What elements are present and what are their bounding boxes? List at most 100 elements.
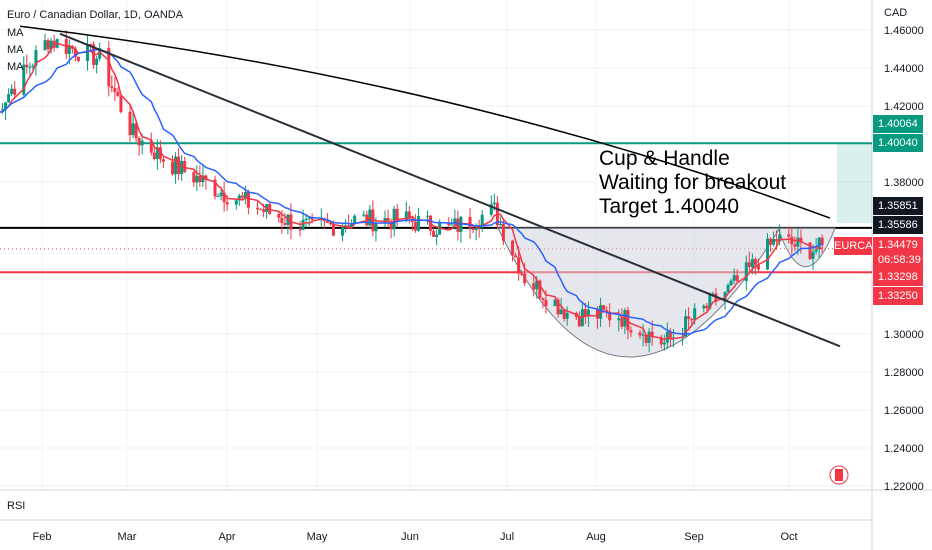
candle-body (73, 48, 77, 57)
price-axis-tick: 1.22000 (884, 481, 924, 493)
support-price-label: 1.33298 (873, 268, 923, 286)
candle-body (447, 222, 451, 225)
candle-body (161, 159, 165, 162)
descending-trendline (59, 32, 841, 348)
ma-fast-line (0, 42, 823, 341)
time-axis-tick: Apr (218, 531, 235, 543)
resistance-price-label-2: 1.35586 (873, 216, 923, 234)
candle-body (638, 332, 642, 336)
candle-body (22, 64, 26, 95)
candle-body (541, 297, 545, 300)
candle-body (647, 331, 651, 343)
candle-body (562, 309, 566, 319)
candle-body (793, 244, 797, 247)
candle-body (298, 229, 302, 231)
countdown-timer: 06:58:39 (878, 254, 921, 266)
candle-body (1, 109, 5, 111)
candle-body (149, 140, 153, 153)
candle-body (328, 222, 332, 225)
candle-body (52, 40, 56, 48)
candle-body (620, 318, 624, 327)
candle-body (4, 102, 8, 110)
ma-indicator-2[interactable]: MA (7, 44, 24, 56)
candle-body (577, 316, 581, 327)
candle-body (31, 65, 35, 67)
candle-body (596, 309, 600, 319)
candle-body (690, 319, 694, 321)
current-price-value: 1.34479 (878, 239, 918, 251)
candle-body (684, 316, 688, 337)
candle-body (708, 294, 712, 309)
candle-body (195, 175, 199, 183)
candle-body (110, 86, 114, 88)
candle-body (225, 202, 229, 205)
ma-indicator-1[interactable]: MA (7, 27, 24, 39)
candle-body (744, 262, 748, 282)
candle-body (750, 259, 754, 268)
candle-body (344, 225, 348, 227)
candle-body (283, 223, 287, 225)
price-axis-tick: 1.24000 (884, 443, 924, 455)
candle-body (277, 213, 281, 218)
candle-body (775, 238, 779, 242)
candle-body (650, 331, 654, 338)
candle-body (46, 40, 50, 50)
candle-body (98, 48, 102, 59)
price-axis-tick: 1.38000 (884, 177, 924, 189)
candle-body (49, 40, 53, 50)
candle-body (256, 207, 260, 210)
candle-body (237, 195, 241, 201)
price-axis-tick: 1.26000 (884, 405, 924, 417)
candle-body (404, 211, 408, 221)
candle-body (137, 138, 141, 146)
candle-body (538, 280, 542, 298)
candle-body (34, 49, 38, 66)
candle-body (201, 175, 205, 183)
ma-indicator-3[interactable]: MA (7, 61, 24, 73)
candle-body (341, 226, 345, 236)
candle-body (152, 152, 156, 160)
candle-body (556, 299, 560, 315)
rsi-label[interactable]: RSI (7, 500, 26, 512)
candle-body (353, 215, 357, 224)
candle-body (808, 242, 812, 259)
candle-body (517, 257, 521, 274)
annotation-line-3: Target 1.40040 (599, 195, 740, 218)
candle-body (365, 214, 369, 226)
candle-body (565, 312, 569, 319)
candle-body (246, 191, 250, 208)
candle-body (432, 230, 436, 237)
candle-body (602, 305, 606, 311)
candle-body (662, 342, 666, 345)
candle-body (25, 64, 29, 68)
candle-body (28, 66, 32, 68)
candle-body (131, 123, 135, 136)
time-axis-tick: Mar (118, 531, 137, 543)
candle-body (693, 308, 697, 321)
candle-body (134, 123, 138, 139)
time-axis-tick: Feb (33, 531, 52, 543)
candle-body (7, 93, 11, 103)
ma-mid-line (0, 48, 823, 335)
candle-body (617, 318, 621, 321)
chart-title: Euro / Canadian Dollar, 1D, OANDA (7, 9, 184, 21)
candle-body (814, 249, 818, 252)
resistance-price-label: 1.35851 (873, 197, 923, 215)
candle-body (350, 223, 354, 228)
candle-body (501, 223, 505, 241)
ma-slow-line (19, 25, 831, 219)
target-price-label: 1.40064 (873, 115, 923, 133)
candle-body (799, 237, 803, 243)
candle-body (790, 236, 794, 245)
candle-body (155, 147, 159, 160)
candle-body (735, 275, 739, 282)
candle-body (119, 96, 123, 112)
candle-body (410, 218, 414, 223)
candle-body (641, 334, 645, 336)
candle-body (532, 283, 536, 290)
candle-body (435, 234, 439, 237)
canada-flag-icon-leaf (835, 469, 843, 481)
candle-body (495, 202, 499, 226)
candle-body (702, 305, 706, 309)
